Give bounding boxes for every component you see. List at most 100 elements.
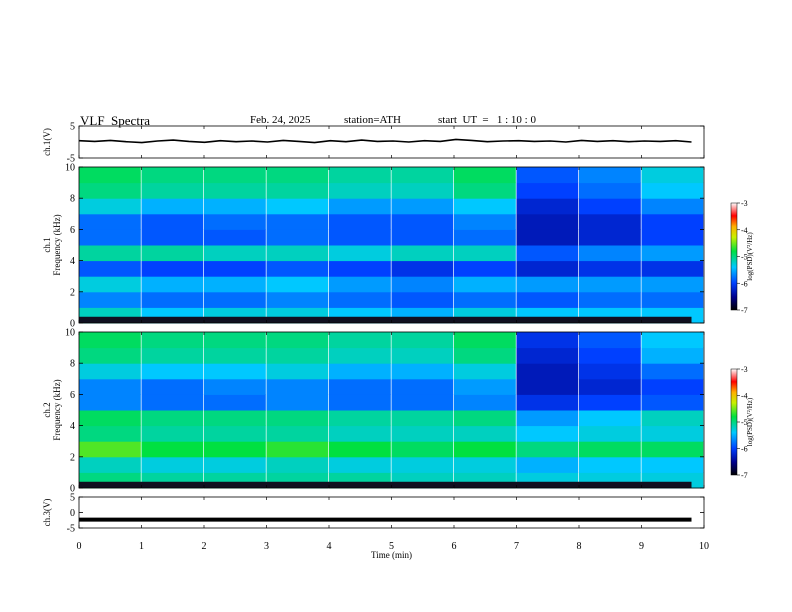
heatmap-cell [204, 441, 266, 458]
heatmap-cell [266, 425, 329, 442]
heatmap-cell [516, 291, 579, 308]
heatmap-cell [641, 425, 704, 442]
heatmap-cell [454, 394, 516, 411]
heatmap-cell [391, 378, 454, 395]
heatmap-cell [641, 456, 704, 473]
heatmap-cell [391, 260, 454, 277]
heatmap-cell [141, 276, 204, 293]
heatmap-cell [266, 378, 329, 395]
heatmap-cell [79, 332, 141, 349]
heatmap-cell [516, 347, 579, 364]
heatmap-cell [266, 213, 329, 230]
heatmap-cell [141, 425, 204, 442]
heatmap-cell [79, 347, 141, 364]
heatmap-cell [579, 363, 641, 380]
heatmap-cell [516, 441, 579, 458]
heatmap-cell [79, 291, 141, 308]
colorbar-tick-label: -7 [741, 306, 748, 315]
heatmap-cell [391, 229, 454, 246]
heatmap-cell [141, 378, 204, 395]
heatmap-cell [579, 198, 641, 215]
heatmap-cell [266, 167, 329, 184]
heatmap-cell [266, 291, 329, 308]
heatmap-cell [454, 167, 516, 184]
ch1-waveform-panel [78, 125, 705, 159]
heatmap-cell [516, 198, 579, 215]
heatmap-cell [141, 229, 204, 246]
colorbar-tick-label: -5 [741, 253, 748, 262]
heatmap-cell [579, 167, 641, 184]
heatmap-cell [641, 213, 704, 230]
heatmap-cell [391, 198, 454, 215]
heatmap-cell [454, 182, 516, 199]
y-tick-label: 0 [70, 484, 75, 495]
heatmap-cell [454, 276, 516, 293]
heatmap-cell [266, 198, 329, 215]
y-tick-label: 8 [70, 359, 75, 370]
y-tick-label: 4 [70, 421, 75, 432]
y-axis-label: ch.2 [42, 402, 52, 417]
x-axis-label: Time (min) [371, 550, 412, 560]
heatmap-cell [641, 441, 704, 458]
heatmap-cell [391, 276, 454, 293]
heatmap-cell [391, 441, 454, 458]
heatmap-cell [329, 425, 391, 442]
colorbar-tick-label: -4 [741, 226, 748, 235]
heatmap-cell [641, 291, 704, 308]
heatmap-cell [79, 441, 141, 458]
heatmap-cell [141, 182, 204, 199]
heatmap-cell [266, 410, 329, 427]
colorbar-tick-label: -5 [741, 418, 748, 427]
heatmap-cell [329, 213, 391, 230]
x-tick-label: 3 [264, 541, 269, 552]
heatmap-cell [579, 347, 641, 364]
heatmap-cell [329, 229, 391, 246]
heatmap-cell [266, 332, 329, 349]
heatmap-cell [266, 363, 329, 380]
heatmap-cell [141, 245, 204, 262]
heatmap-cell [329, 363, 391, 380]
station-label: station=ATH [344, 114, 401, 126]
ch2-spectrogram-panel [78, 331, 705, 489]
ch1-spectrogram-colorbar [730, 202, 740, 311]
heatmap-cell [266, 276, 329, 293]
heatmap-cell [266, 456, 329, 473]
colorbar-tick-label: -7 [741, 471, 748, 480]
colorbar-label: log(PSD)(V²/Hz) [746, 232, 754, 281]
heatmap-cell [204, 394, 266, 411]
heatmap-cell [391, 332, 454, 349]
start-time-label: start UT = 1 : 10 : 0 [438, 114, 536, 126]
heatmap-cell [329, 260, 391, 277]
heatmap-cell [266, 394, 329, 411]
heatmap-cell [329, 198, 391, 215]
heatmap-cell [329, 182, 391, 199]
y-axis-label: ch.3(V) [42, 499, 52, 527]
heatmap-cell [579, 291, 641, 308]
heatmap-cell [204, 425, 266, 442]
heatmap-cell [329, 291, 391, 308]
heatmap-cell [454, 425, 516, 442]
x-tick-label: 8 [577, 541, 582, 552]
heatmap-cell [204, 276, 266, 293]
heatmap-cell [516, 229, 579, 246]
ch2-spectrogram-colorbar [730, 368, 740, 476]
y-tick-label: 6 [70, 390, 75, 401]
heatmap-cell [329, 378, 391, 395]
heatmap-cell [141, 260, 204, 277]
heatmap-cell [516, 260, 579, 277]
heatmap-cell [516, 167, 579, 184]
heatmap-cell [141, 394, 204, 411]
heatmap-cell [204, 378, 266, 395]
heatmap-cell [579, 332, 641, 349]
y-tick-label: 6 [70, 225, 75, 236]
heatmap-cell [266, 347, 329, 364]
colorbar-tick-label: -6 [741, 279, 748, 288]
heatmap-cell [79, 182, 141, 199]
x-tick-label: 6 [452, 541, 457, 552]
ch1-spectrogram-panel [78, 166, 705, 324]
heatmap-cell [454, 245, 516, 262]
heatmap-cell [454, 347, 516, 364]
heatmap-cell [579, 245, 641, 262]
heatmap-cell [79, 229, 141, 246]
